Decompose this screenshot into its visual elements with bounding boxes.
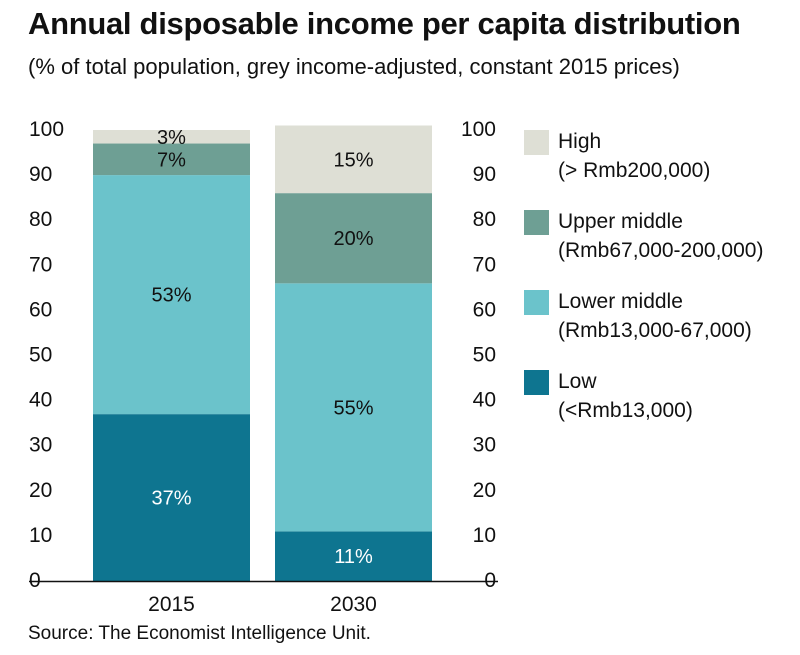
legend-range-lower-middle: (Rmb13,000-67,000) (558, 319, 752, 342)
x-tick-label: 2030 (330, 593, 377, 616)
data-label: 37% (151, 488, 191, 510)
y-tick-label-right: 60 (473, 298, 496, 321)
legend-label-high: High (558, 130, 602, 153)
y-tick-label-left: 40 (29, 389, 52, 412)
bar-segment (275, 283, 432, 532)
y-tick-label-right: 20 (473, 479, 496, 502)
y-tick-label-left: 80 (29, 208, 52, 231)
legend-swatch-high (524, 130, 549, 155)
bar-segment (93, 130, 250, 144)
x-tick-label: 2015 (148, 593, 195, 616)
y-tick-label-right: 0 (484, 569, 496, 592)
legend-swatch-low (524, 370, 549, 395)
data-label: 15% (333, 149, 373, 171)
data-label: 7% (157, 149, 186, 171)
y-tick-label-left: 100 (29, 118, 64, 141)
y-tick-label-left: 70 (29, 253, 52, 276)
legend-swatch-lower-middle (524, 290, 549, 315)
legend-item-upper-middle: Upper middle (Rmb67,000-200,000) (524, 210, 763, 265)
legend-range-upper-middle: (Rmb67,000-200,000) (558, 239, 764, 262)
y-tick-label-left: 90 (29, 163, 52, 186)
data-label: 3% (157, 127, 186, 149)
legend-label-upper-middle: Upper middle (558, 210, 683, 233)
bar-segment (93, 143, 250, 176)
chart-subtitle: (% of total population, grey income-adju… (28, 54, 680, 79)
y-tick-label-right: 80 (473, 208, 496, 231)
bar-segment (93, 414, 250, 581)
y-tick-label-right: 10 (473, 524, 496, 547)
source-note: Source: The Economist Intelligence Unit. (28, 623, 371, 644)
data-label: 20% (333, 228, 373, 250)
data-label: 53% (151, 285, 191, 307)
y-tick-label-right: 30 (473, 434, 496, 457)
data-label: 11% (334, 546, 373, 568)
legend-label-low: Low (558, 370, 597, 393)
y-tick-label-right: 40 (473, 389, 496, 412)
chart-title: Annual disposable income per capita dist… (28, 6, 741, 41)
bar-segment (275, 125, 432, 194)
y-tick-label-left: 0 (29, 569, 41, 592)
y-tick-label-right: 100 (461, 118, 496, 141)
y-tick-label-left: 30 (29, 434, 52, 457)
legend-item-high: High (> Rmb200,000) (524, 130, 710, 185)
bar-segment (275, 193, 432, 284)
legend-item-lower-middle: Lower middle (Rmb13,000-67,000) (524, 290, 752, 345)
y-tick-label-right: 90 (473, 163, 496, 186)
y-tick-label-left: 20 (29, 479, 52, 502)
y-tick-label-right: 50 (473, 344, 496, 367)
bar-segment (275, 531, 432, 581)
y-tick-label-right: 70 (473, 253, 496, 276)
legend-label-lower-middle: Lower middle (558, 290, 683, 313)
y-tick-label-left: 60 (29, 298, 52, 321)
y-tick-label-left: 10 (29, 524, 52, 547)
legend-swatch-upper-middle (524, 210, 549, 235)
bar-segment (93, 175, 250, 415)
data-label: 55% (333, 397, 373, 419)
legend-range-high: (> Rmb200,000) (558, 159, 711, 182)
legend-range-low: (<Rmb13,000) (558, 399, 693, 422)
y-tick-label-left: 50 (29, 344, 52, 367)
legend-item-low: Low (<Rmb13,000) (524, 370, 693, 425)
